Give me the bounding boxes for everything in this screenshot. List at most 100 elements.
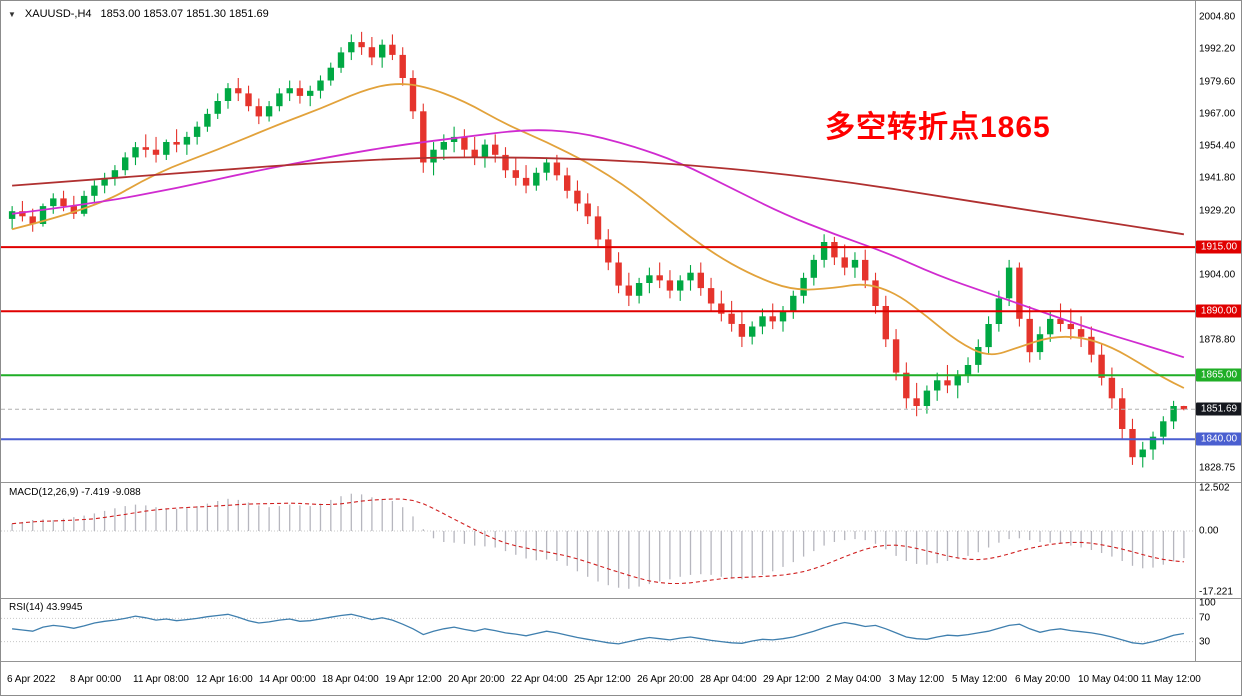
candle-down [882, 306, 889, 340]
candle-down [29, 216, 36, 225]
candle-down [625, 285, 632, 296]
candle-up [1149, 436, 1157, 450]
candle-up [193, 126, 201, 137]
price-axis-label: 1967.00 [1199, 108, 1236, 120]
candle-up [286, 88, 293, 94]
candle-down [666, 280, 674, 291]
candle-up [39, 206, 47, 224]
candle-down [1098, 354, 1105, 378]
candle-up [317, 80, 324, 91]
candle-down [553, 162, 561, 176]
candle-down [697, 272, 704, 289]
candle-down [892, 339, 900, 373]
candle-up [348, 42, 355, 53]
price-axis-label: 1929.20 [1199, 205, 1236, 217]
time-axis-label: 18 Apr 04:00 [322, 674, 379, 685]
candle-down [70, 206, 77, 214]
time-axis-label: 6 Apr 2022 [7, 674, 56, 685]
rsi-axis-label: 30 [1199, 636, 1211, 648]
candle-down [358, 42, 365, 48]
candle-up [379, 44, 386, 58]
time-axis-label: 8 Apr 00:00 [70, 674, 122, 685]
time-axis-label: 20 Apr 20:00 [448, 674, 505, 685]
symbol-period-label: XAUUSD-,H4 [24, 8, 92, 20]
candle-up [101, 177, 108, 186]
candle-down [152, 149, 160, 155]
time-axis-label: 25 Apr 12:00 [574, 674, 631, 685]
candle-up [224, 88, 232, 101]
macd-name: MACD(12,26,9) [9, 487, 79, 498]
candle-down [862, 259, 869, 281]
candle-down [420, 111, 427, 163]
price-axis-label: 2004.80 [1199, 11, 1236, 23]
candle-down [564, 175, 571, 191]
candle-down [1119, 398, 1126, 429]
candle-up [50, 198, 57, 207]
candle-down [615, 262, 622, 286]
candle-down [60, 198, 67, 207]
candle-down [605, 239, 612, 263]
symbol-dropdown-icon[interactable]: ▼ [8, 9, 16, 19]
time-axis-label: 10 May 04:00 [1078, 674, 1139, 685]
candle-up [759, 316, 766, 327]
candle-down [831, 242, 838, 258]
time-axis-label: 28 Apr 04:00 [700, 674, 757, 685]
candle-down [512, 170, 519, 178]
time-axis-label: 19 Apr 12:00 [385, 674, 442, 685]
price-axis-label: 1979.60 [1199, 76, 1236, 88]
candle-down [1088, 336, 1095, 355]
candle-down [1016, 267, 1023, 319]
time-axis-label: 22 Apr 04:00 [511, 674, 568, 685]
candle-up [1170, 406, 1177, 422]
time-axis-label: 5 May 12:00 [952, 674, 1008, 685]
candle-up [337, 52, 345, 68]
candle-up [790, 295, 797, 312]
candle-down [574, 190, 581, 204]
candle-down [718, 303, 725, 314]
candle-up [749, 326, 756, 337]
candle-up [677, 280, 684, 291]
candle-down [492, 144, 499, 155]
time-axis-label: 6 May 20:00 [1015, 674, 1071, 685]
time-axis-label: 11 May 12:00 [1141, 674, 1201, 685]
ma-fast-orange-line [11, 83, 1185, 389]
price-axis-label: 1941.80 [1199, 172, 1236, 184]
candle-down [173, 142, 180, 145]
candle-up [975, 347, 982, 365]
candle-down [502, 154, 509, 171]
candle-down [738, 324, 746, 337]
candle-down [389, 44, 396, 55]
candle-down [1129, 429, 1136, 458]
candle-up [800, 277, 807, 296]
macd-axis-label: 0.00 [1199, 525, 1219, 537]
candle-up [132, 147, 139, 158]
macd-values: -7.419 -9.088 [81, 487, 141, 498]
price-badge-1851.69: 1851.69 [1196, 402, 1241, 416]
candle-up [265, 106, 273, 117]
candle-down [461, 136, 468, 150]
candle-down [728, 313, 735, 324]
price-badge-1840.00: 1840.00 [1196, 432, 1241, 446]
chart-annotation-text: 多空转折点1865 [825, 111, 1051, 144]
candle-down [245, 93, 252, 107]
price-axis-label: 1954.40 [1199, 140, 1236, 152]
time-axis-label: 26 Apr 20:00 [637, 674, 694, 685]
candle-down [1180, 406, 1188, 410]
candle-up [327, 67, 334, 81]
candle-down [944, 380, 951, 386]
candle-down [296, 88, 304, 96]
candle-up [1047, 318, 1054, 335]
candle-down [1057, 318, 1064, 324]
chart-header: ▼ XAUUSD-,H4 1853.00 1853.07 1851.30 185… [8, 8, 269, 20]
candle-up [1005, 267, 1013, 299]
price-axis[interactable] [1195, 1, 1241, 662]
price-badge-1915.00: 1915.00 [1196, 240, 1241, 254]
rsi-axis-label: 70 [1199, 612, 1211, 624]
candle-up [276, 93, 283, 107]
ma-medium-magenta-line [11, 129, 1185, 359]
candle-down [841, 257, 848, 268]
candle-up [1160, 421, 1167, 437]
candle-down [1108, 377, 1116, 399]
